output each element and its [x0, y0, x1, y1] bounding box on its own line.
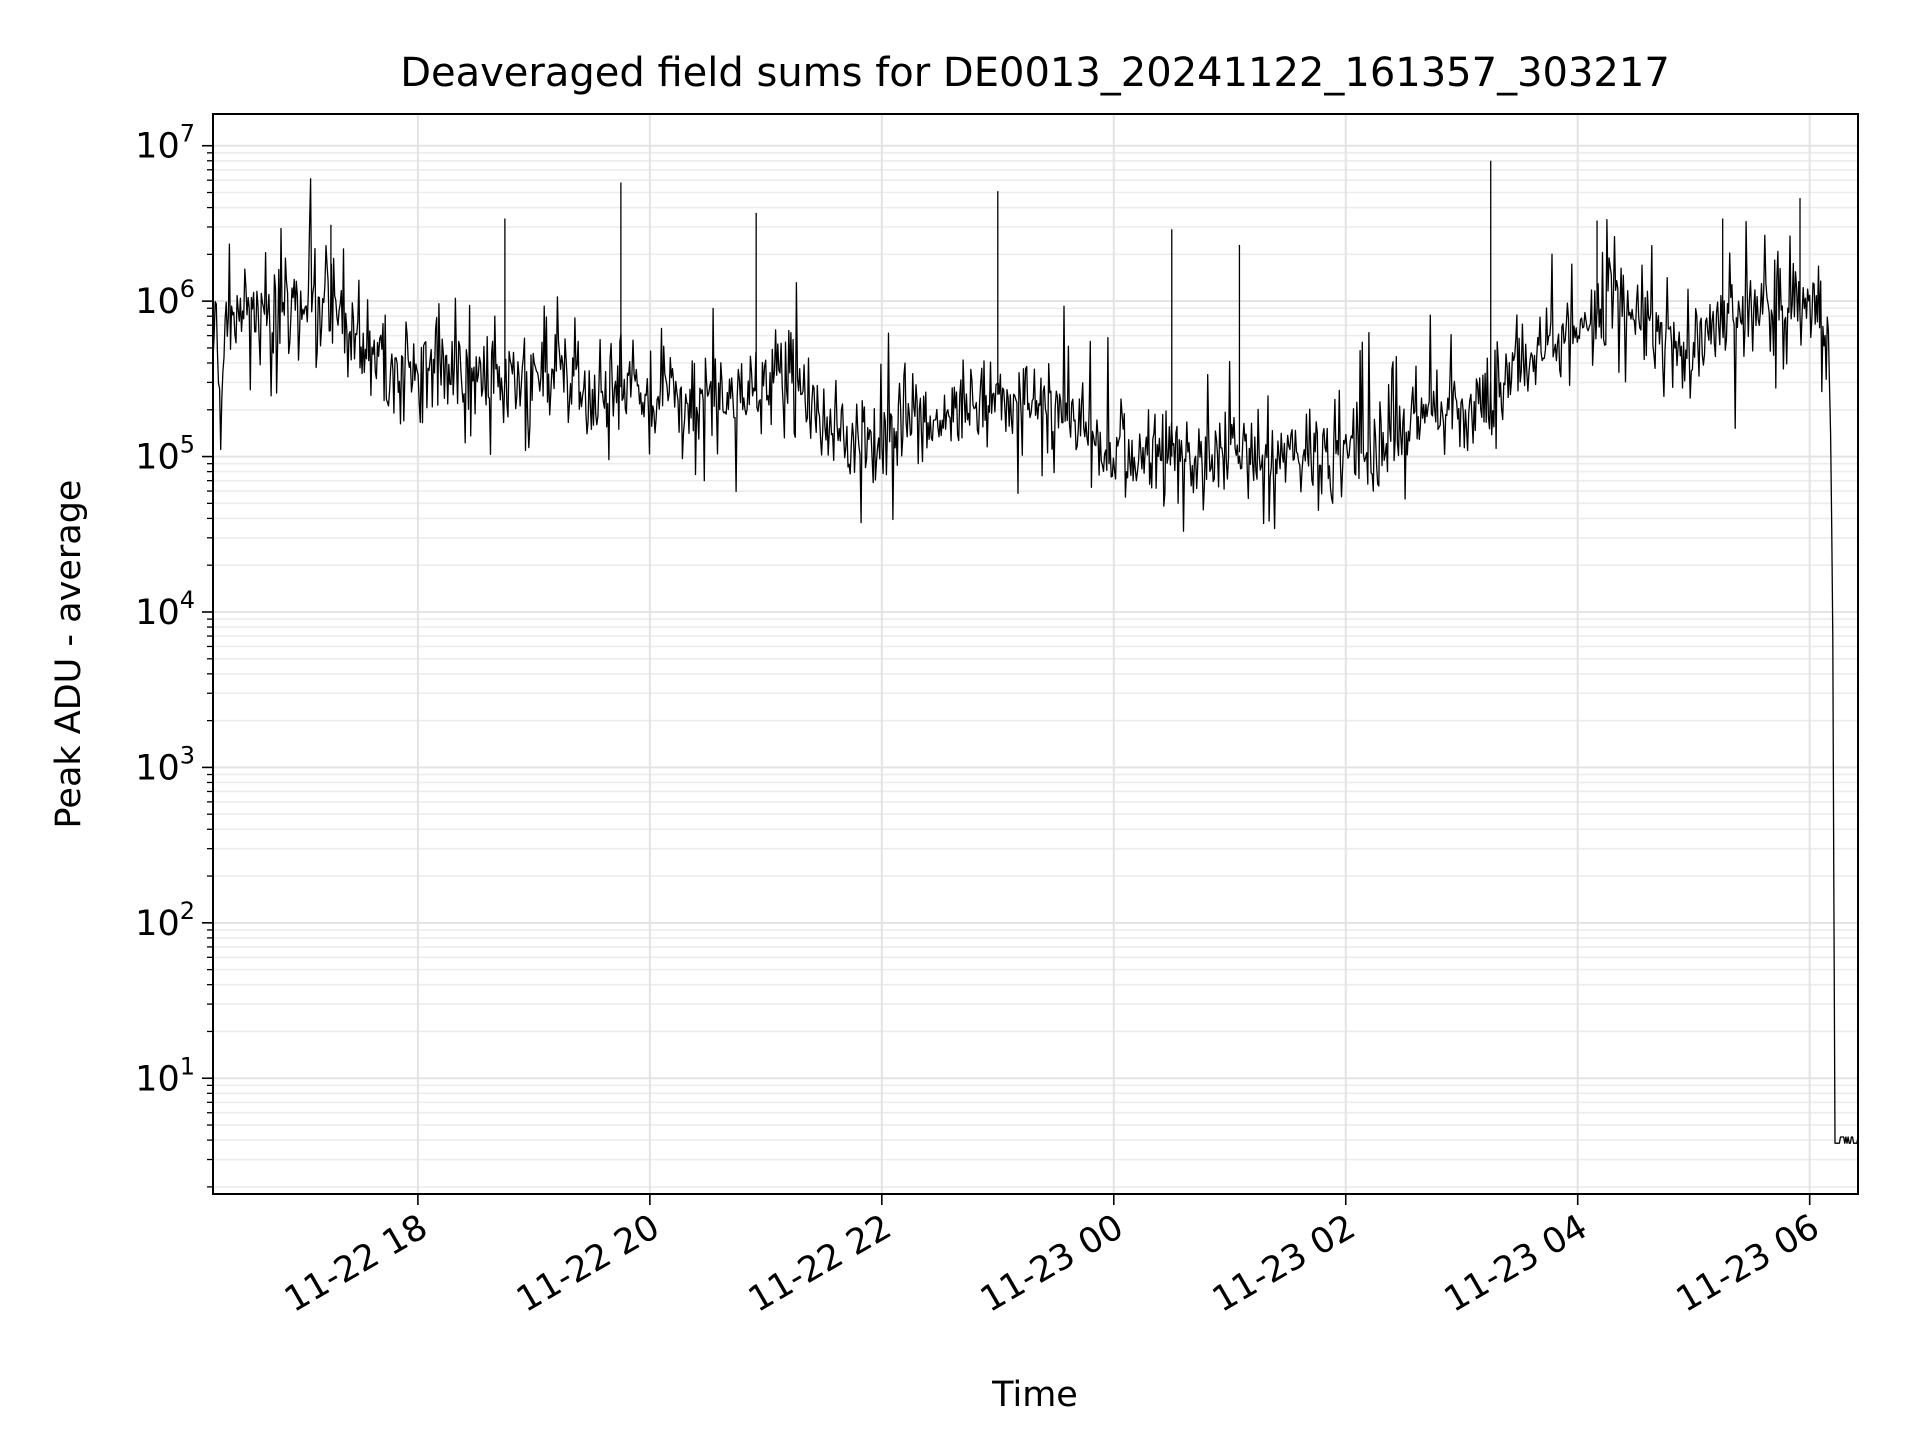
y-tick-label: 104 — [135, 586, 195, 633]
x-tick-label: 11-23 06 — [1670, 1207, 1826, 1320]
y-tick-label: 106 — [135, 275, 195, 322]
y-tick-label: 101 — [135, 1052, 195, 1099]
y-tick-label: 107 — [135, 120, 195, 167]
data-layer — [212, 160, 1859, 1144]
y-tick-label: 105 — [135, 431, 195, 478]
x-tick-label: 11-22 18 — [278, 1207, 434, 1320]
grid-layer — [213, 114, 1858, 1194]
y-axis-label: Peak ADU - average — [49, 480, 89, 829]
y-tick-label: 102 — [135, 897, 195, 944]
chart-title: Deaveraged field sums for DE0013_2024112… — [400, 50, 1670, 96]
plot-frame — [212, 113, 1859, 1195]
x-axis-label: Time — [991, 1375, 1078, 1415]
y-tick-label: 103 — [135, 741, 195, 788]
x-tick-label: 11-22 20 — [510, 1207, 666, 1320]
x-tick-label: 11-22 22 — [742, 1207, 898, 1320]
x-tick-label: 11-23 02 — [1206, 1207, 1362, 1320]
x-tick-label: 11-23 00 — [974, 1207, 1130, 1320]
series-line — [212, 178, 1859, 1144]
x-tick-label: 11-23 04 — [1438, 1207, 1594, 1320]
